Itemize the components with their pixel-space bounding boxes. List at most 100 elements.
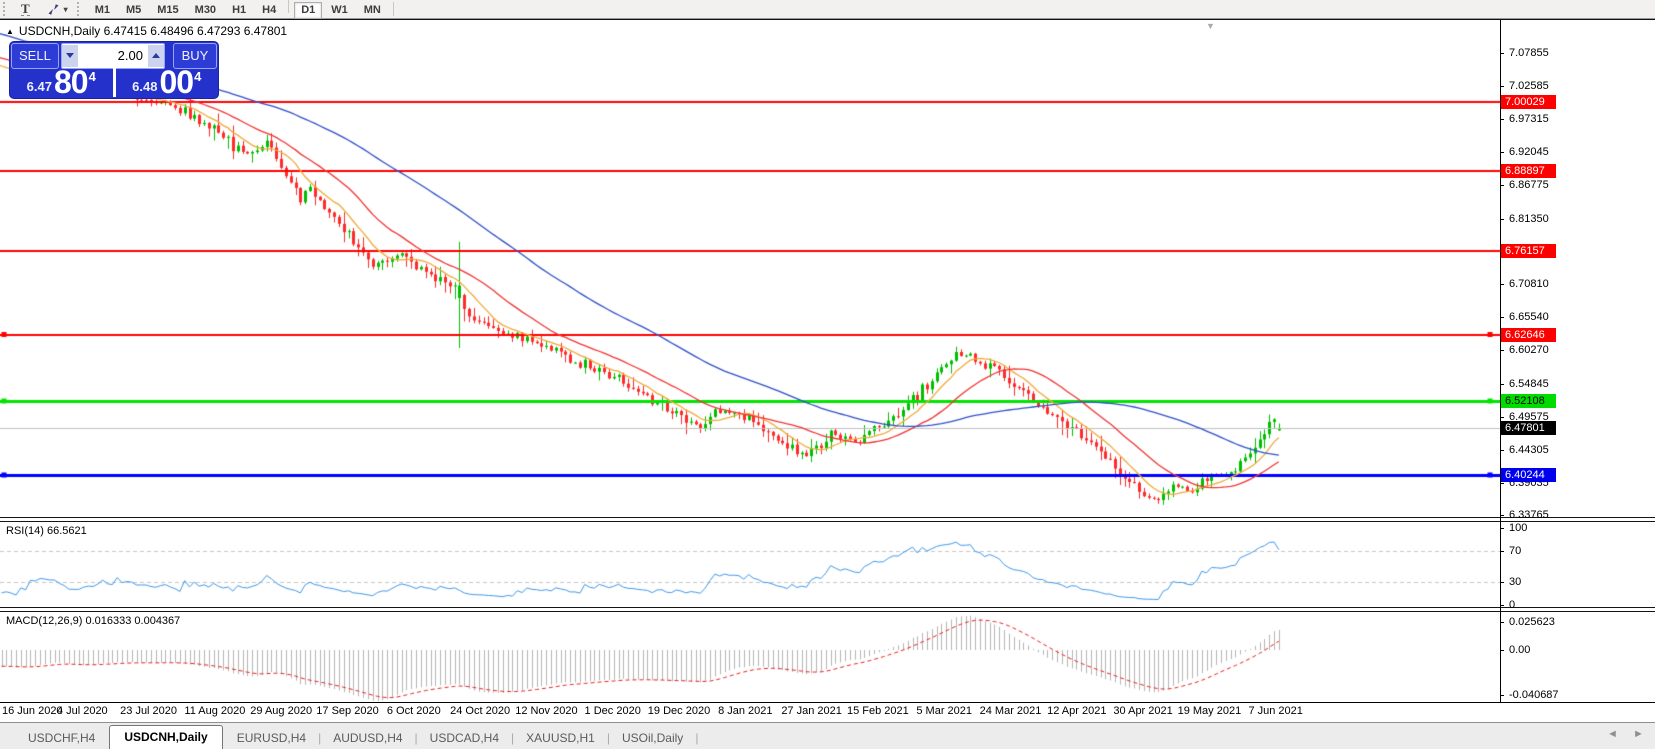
price-axis-tick-mark	[1500, 515, 1504, 516]
chevron-down-icon: ▾	[63, 4, 68, 14]
date-axis[interactable]	[0, 702, 1655, 722]
text-tool-button[interactable]: T	[14, 1, 37, 18]
date-axis-label: 8 Jan 2021	[718, 705, 773, 717]
volume-decrease-button[interactable]	[61, 44, 78, 67]
timeframe-button-mn[interactable]: MN	[357, 2, 388, 19]
price-chart-canvas[interactable]	[0, 20, 1500, 517]
arrow-tools-button[interactable]: ▾	[39, 1, 75, 18]
top-toolbar: T ▾ M1 M5 M15 M30 H1 H4 D1 W1 MN	[0, 0, 1655, 19]
timeframe-button-m30[interactable]: M30	[188, 2, 223, 19]
tab-separator: |	[318, 731, 322, 745]
tab-scroll-left-icon[interactable]: ◄	[1607, 728, 1618, 740]
timeframe-button-m1[interactable]: M1	[88, 2, 117, 19]
chart-tab-eurusd[interactable]: EURUSD,H4	[236, 731, 307, 745]
date-axis-label: 24 Oct 2020	[450, 705, 511, 717]
date-axis-label: 7 Jun 2021	[1248, 705, 1303, 717]
price-level-badge: 6.52108	[1501, 394, 1556, 408]
price-axis-tick-label: 7.02585	[1509, 80, 1549, 92]
timeframe-button-m15[interactable]: M15	[150, 2, 185, 19]
rsi-axis-tick-mark	[1500, 551, 1504, 552]
date-axis-label: 5 Mar 2021	[916, 705, 973, 717]
chart-tab-usdchf[interactable]: USDCHF,H4	[28, 731, 96, 745]
timeframe-button-group: M1 M5 M15 M30 H1 H4 D1 W1 MN	[87, 0, 389, 19]
timeframe-button-w1[interactable]: W1	[324, 2, 355, 19]
price-axis-tick-mark	[1500, 86, 1504, 87]
timeframe-button-h4[interactable]: H4	[255, 2, 283, 19]
chart-tab-xauusd[interactable]: XAUUSD,H1	[526, 731, 595, 745]
date-axis-label: 19 Dec 2020	[647, 705, 711, 717]
sell-price-fraction: 4	[88, 69, 96, 84]
macd-axis-tick-mark	[1500, 622, 1504, 623]
macd-axis-tick-label: 0.00	[1509, 644, 1531, 656]
macd-axis-tick-mark	[1500, 695, 1504, 696]
tab-separator: |	[606, 731, 610, 745]
toolbar-grip-2[interactable]	[76, 2, 84, 16]
price-axis-tick-label: 6.70810	[1509, 278, 1549, 290]
date-axis-label: 12 Apr 2021	[1047, 705, 1107, 717]
date-axis-label: 23 Jul 2020	[120, 705, 178, 717]
date-axis-label: 16 Jun 2020	[2, 705, 63, 717]
chart-tab-audusd[interactable]: AUDUSD,H4	[333, 731, 403, 745]
price-axis-tick-mark	[1500, 384, 1504, 385]
price-axis-tick-mark	[1500, 152, 1504, 153]
chart-tab-bar: USDCHF,H4 USDCNH,Daily EURUSD,H4 | AUDUSD,H4…	[0, 722, 1655, 749]
one-click-trading-panel: SELL 2.00 BUY 6.47 80 4 6.48 00 4	[10, 42, 218, 98]
timeframe-button-d1[interactable]: D1	[294, 2, 323, 19]
sell-button[interactable]: SELL	[11, 42, 59, 69]
sell-price-pips: 80	[53, 64, 89, 100]
chart-window-border	[0, 19, 1655, 20]
trade-panel-controls: SELL 2.00 BUY	[10, 42, 218, 69]
pane-splitter-macd[interactable]	[0, 607, 1655, 612]
tab-scroll-right-icon[interactable]: ►	[1633, 728, 1644, 740]
date-axis-label: 29 Aug 2020	[250, 705, 313, 717]
panel-expand-arrow-icon[interactable]: ▼	[1206, 21, 1215, 31]
rsi-axis-tick-mark	[1500, 582, 1504, 583]
price-axis-tick-label: 7.07855	[1509, 47, 1549, 59]
volume-increase-button[interactable]	[147, 44, 164, 67]
macd-indicator-label: MACD(12,26,9) 0.016333 0.004367	[6, 615, 181, 627]
date-axis-label: 4 Jul 2020	[56, 705, 108, 717]
price-axis-tick-mark	[1500, 185, 1504, 186]
sell-price-prefix: 6.47	[26, 79, 52, 94]
date-axis-label: 17 Sep 2020	[316, 705, 379, 717]
chart-title-text: USDCNH,Daily 6.47415 6.48496 6.47293 6.4…	[18, 24, 288, 38]
chart-collapse-icon[interactable]: ▲	[6, 26, 14, 36]
buy-price-prefix: 6.48	[132, 79, 158, 94]
price-level-badge: 6.76157	[1501, 244, 1556, 258]
timeframe-button-m5[interactable]: M5	[119, 2, 148, 19]
price-axis-tick-label: 6.49575	[1509, 411, 1549, 423]
price-axis-tick-label: 6.44305	[1509, 444, 1549, 456]
toolbar-grip[interactable]	[3, 2, 10, 16]
date-axis-label: 27 Jan 2021	[781, 705, 842, 717]
timeframe-button-h1[interactable]: H1	[225, 2, 253, 19]
rsi-pane-canvas[interactable]	[0, 522, 1500, 607]
toolbar-separator	[288, 0, 290, 13]
rsi-axis-tick-label: 30	[1509, 576, 1522, 588]
buy-button[interactable]: BUY	[172, 42, 217, 69]
chart-tab-usdcad[interactable]: USDCAD,H4	[429, 731, 500, 745]
price-axis-tick-mark	[1500, 119, 1504, 120]
price-axis-tick-mark	[1500, 483, 1504, 484]
price-axis-tick-label: 6.65540	[1509, 311, 1549, 323]
price-axis-tick-mark	[1500, 284, 1504, 285]
macd-pane-canvas[interactable]	[0, 612, 1500, 702]
rsi-axis-tick-label: 70	[1509, 545, 1522, 557]
chart-title: ▲ USDCNH,Daily 6.47415 6.48496 6.47293 6…	[6, 24, 287, 38]
price-axis-tick-label: 6.60270	[1509, 344, 1549, 356]
volume-input[interactable]: 2.00	[77, 44, 148, 67]
price-axis-tick-mark	[1500, 53, 1504, 54]
rsi-axis-tick-label: 0	[1509, 599, 1516, 611]
chart-tab-usoil[interactable]: USOil,Daily	[621, 731, 684, 745]
triangle-down-icon	[65, 53, 74, 58]
chart-tab-usdcnh[interactable]: USDCNH,Daily	[109, 725, 223, 749]
date-axis-label: 15 Feb 2021	[847, 705, 909, 717]
sell-quote[interactable]: 6.47 80 4	[10, 64, 113, 100]
date-axis-label: 6 Oct 2020	[386, 705, 441, 717]
pane-splitter-rsi[interactable]	[0, 517, 1655, 522]
tab-separator: |	[511, 731, 515, 745]
toolbar-separator	[392, 2, 394, 16]
price-axis-tick-label: 6.81350	[1509, 213, 1549, 225]
buy-quote[interactable]: 6.48 00 4	[116, 66, 219, 98]
price-level-badge: 6.40244	[1501, 468, 1556, 482]
